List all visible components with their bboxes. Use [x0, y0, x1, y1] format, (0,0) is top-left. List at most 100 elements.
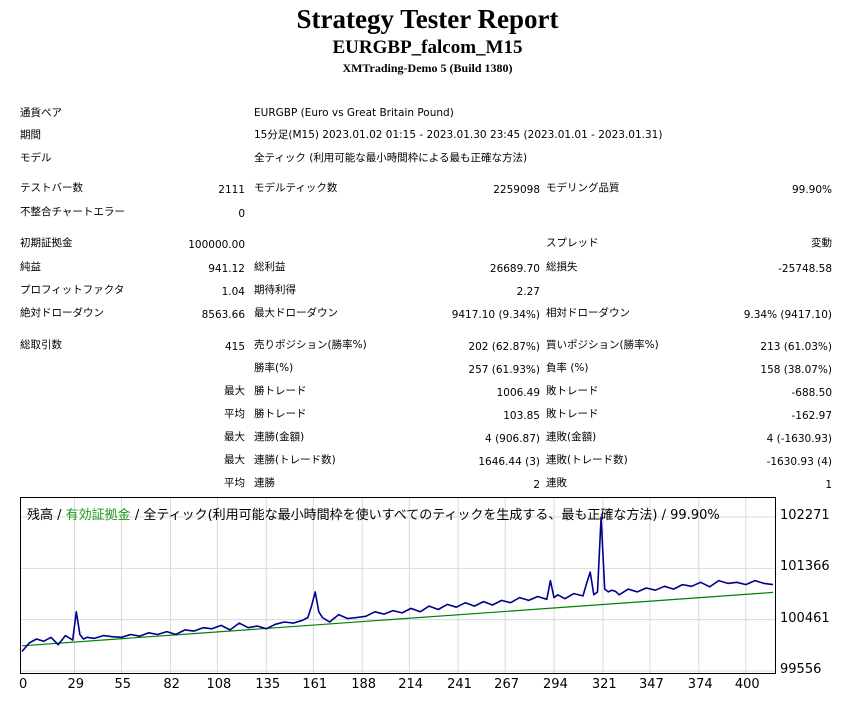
bars-label: テストバー数 — [20, 182, 83, 194]
avg-label: 平均 — [224, 408, 245, 420]
rel-dd-label: 相対ドローダウン — [546, 307, 630, 319]
model-value: 全ティック (利用可能な最小時間枠による最も正確な方法) — [254, 152, 528, 164]
abs-dd-label: 絶対ドローダウン — [20, 307, 104, 319]
deposit-label: 初期証拠金 — [20, 237, 73, 249]
cons-win-trades-value: 1646.44 (3) — [478, 456, 540, 468]
short-value: 202 (62.87%) — [468, 341, 540, 353]
max-loss-value: -688.50 — [791, 387, 832, 399]
y-tick-label: 100461 — [780, 610, 830, 626]
gross-profit-label: 総利益 — [254, 261, 286, 273]
rel-dd-value: 9.34% (9417.10) — [743, 309, 832, 321]
quality-label: モデリング品質 — [546, 182, 620, 194]
y-tick-label: 99556 — [780, 662, 822, 677]
legend-sep-2: / — [130, 508, 144, 523]
ticks-label: モデルティック数 — [254, 182, 338, 194]
equity-line — [21, 516, 774, 653]
y-tick-label: 101366 — [780, 559, 830, 575]
gross-loss-value: -25748.58 — [778, 263, 832, 275]
chart-legend: 残高 / 有効証拠金 / 全ティック(利用可能な最小時間枠を使いすべてのティック… — [27, 504, 720, 523]
max-label: 最大 — [224, 385, 245, 397]
pair-value: EURGBP (Euro vs Great Britain Pound) — [254, 107, 454, 119]
server-info: XMTrading-Demo 5 (Build 1380) — [342, 61, 513, 75]
long-value: 213 (61.03%) — [760, 341, 832, 353]
max-win-value: 1006.49 — [496, 387, 540, 399]
total-trades-value: 415 — [224, 341, 245, 353]
lossrate-value: 158 (38.07%) — [760, 364, 832, 376]
cons-loss-money-value: 4 (-1630.93) — [766, 433, 832, 445]
abs-dd-value: 8563.66 — [201, 309, 245, 321]
avg-win-value: 103.85 — [503, 410, 540, 422]
gross-loss-label: 総損失 — [546, 261, 578, 273]
x-tick-label: 267 — [494, 677, 519, 692]
x-tick-label: 241 — [447, 677, 472, 692]
cons-loss-trades-value: -1630.93 (4) — [766, 456, 832, 468]
max-loss-label: 敗トレード — [546, 385, 599, 397]
x-tick-label: 82 — [163, 677, 180, 692]
chart-frame — [20, 497, 776, 674]
spread-label: スプレッド — [546, 237, 599, 249]
lossrate-label: 負率 (%) — [546, 362, 589, 374]
bars-value: 2111 — [218, 184, 245, 196]
chart-plot — [21, 516, 774, 653]
pf-value: 1.04 — [221, 286, 245, 298]
y-tick-label: 102271 — [780, 508, 830, 523]
long-label: 買いポジション(勝率%) — [546, 339, 659, 351]
max3-label: 最大 — [224, 454, 245, 466]
ticks-value: 2259098 — [493, 184, 540, 196]
x-tick-label: 294 — [543, 677, 568, 692]
quality-value: 99.90% — [791, 184, 832, 196]
max-win-label: 勝トレード — [254, 385, 307, 397]
x-tick-label: 214 — [398, 677, 424, 692]
model-label: モデル — [20, 152, 52, 164]
total-trades-label: 総取引数 — [20, 339, 62, 351]
max-dd-value: 9417.10 (9.34%) — [451, 309, 540, 321]
period-value: 15分足(M15) 2023.01.02 01:15 - 2023.01.30 … — [254, 129, 663, 141]
expected-value: 2.27 — [516, 286, 540, 298]
avg-win-label: 勝トレード — [254, 408, 307, 420]
cons-loss-money-label: 連敗(金額) — [546, 431, 597, 443]
spread-value: 変動 — [811, 237, 832, 249]
legend-description: 全ティック(利用可能な最小時間枠を使いすべてのティックを生成する、最も正確な方法… — [143, 508, 720, 523]
cons-win-money-label: 連勝(金額) — [254, 431, 305, 443]
avg-cons-win-label: 連勝 — [254, 477, 275, 489]
avg-cons-win-value: 2 — [533, 479, 540, 491]
avg-loss-label: 敗トレード — [546, 408, 599, 420]
x-tick-label: 374 — [687, 677, 713, 692]
deposit-value: 100000.00 — [188, 239, 245, 251]
winrate-label: 勝率(%) — [254, 362, 294, 374]
x-tick-label: 161 — [302, 677, 328, 692]
x-tick-label: 321 — [591, 677, 617, 692]
report-subtitle: EURGBP_falcom_M15 — [332, 37, 523, 58]
avg-loss-value: -162.97 — [791, 410, 832, 422]
x-tick-label: 135 — [255, 677, 281, 692]
x-tick-label: 0 — [19, 677, 28, 692]
period-label: 期間 — [20, 129, 41, 141]
cons-win-trades-label: 連勝(トレード数) — [254, 454, 336, 466]
cons-win-money-value: 4 (906.87) — [485, 433, 540, 445]
x-tick-label: 347 — [638, 677, 664, 692]
avg2-label: 平均 — [224, 477, 245, 489]
chart-grid — [21, 498, 775, 673]
x-tick-label: 29 — [67, 677, 85, 692]
x-tick-label: 188 — [351, 677, 377, 692]
pf-label: プロフィットファクタ — [20, 284, 125, 296]
winrate-value: 257 (61.93%) — [468, 364, 540, 376]
cons-loss-trades-label: 連敗(トレード数) — [546, 454, 628, 466]
max2-label: 最大 — [224, 431, 245, 443]
balance-chart — [20, 497, 776, 674]
max-dd-label: 最大ドローダウン — [254, 307, 338, 319]
mismatch-label: 不整合チャートエラー — [20, 206, 125, 218]
balance-line — [21, 591, 774, 647]
report-title: Strategy Tester Report — [296, 4, 559, 34]
gross-profit-value: 26689.70 — [489, 263, 540, 275]
legend-sep-1: / — [53, 508, 66, 523]
legend-balance: 残高 — [27, 508, 54, 523]
x-tick-label: 108 — [206, 677, 232, 692]
x-tick-label: 55 — [114, 677, 132, 692]
pair-label: 通貨ペア — [20, 107, 62, 119]
avg-cons-loss-value: 1 — [825, 479, 832, 491]
x-tick-label: 400 — [734, 677, 760, 692]
expected-label: 期待利得 — [254, 284, 296, 296]
net-value: 941.12 — [208, 263, 245, 275]
legend-equity: 有効証拠金 — [65, 508, 131, 523]
